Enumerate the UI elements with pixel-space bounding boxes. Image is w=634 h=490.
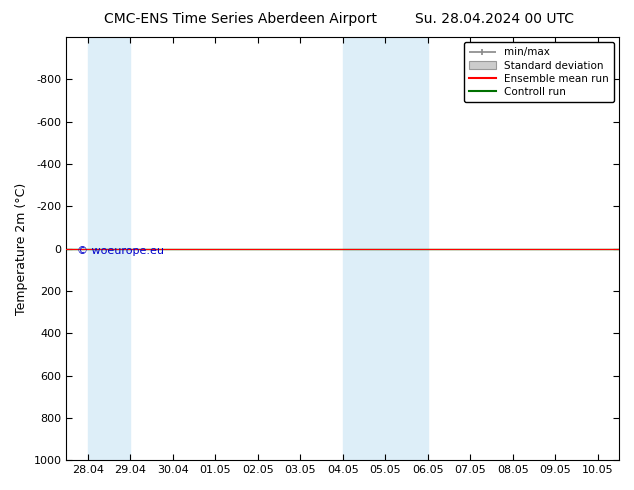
Y-axis label: Temperature 2m (°C): Temperature 2m (°C) (15, 182, 28, 315)
Text: © woeurope.eu: © woeurope.eu (77, 246, 164, 256)
Legend: min/max, Standard deviation, Ensemble mean run, Controll run: min/max, Standard deviation, Ensemble me… (464, 42, 614, 102)
Text: Su. 28.04.2024 00 UTC: Su. 28.04.2024 00 UTC (415, 12, 574, 26)
Bar (343, 37, 385, 460)
Bar (87, 37, 130, 460)
Bar (385, 37, 428, 460)
Text: CMC-ENS Time Series Aberdeen Airport: CMC-ENS Time Series Aberdeen Airport (105, 12, 377, 26)
